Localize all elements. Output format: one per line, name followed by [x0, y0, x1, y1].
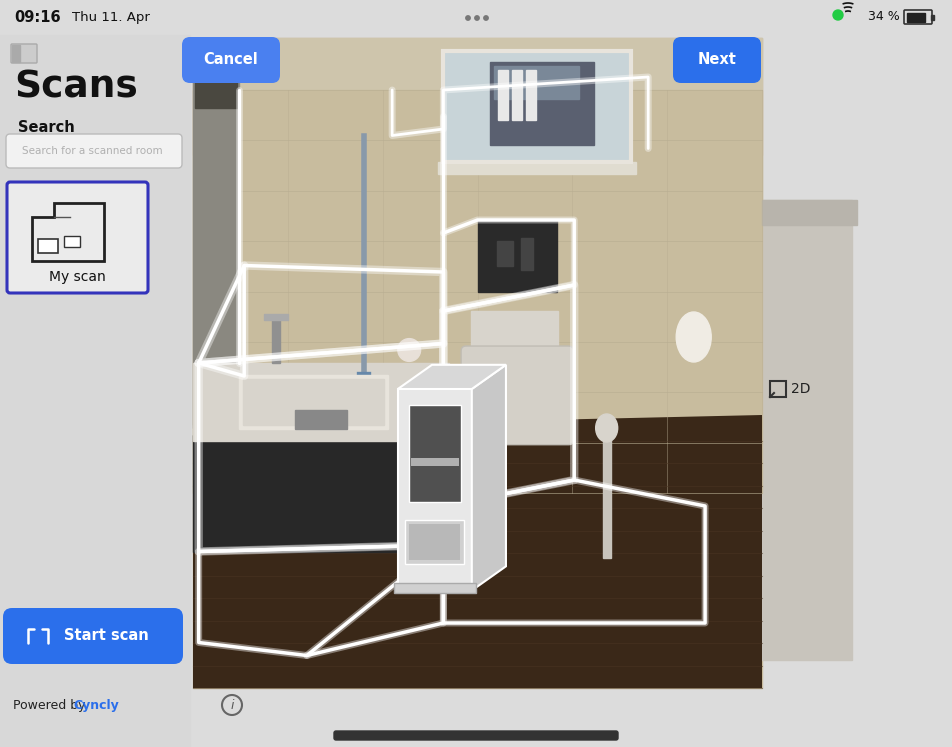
Bar: [12, 45, 20, 62]
Text: Start scan: Start scan: [64, 628, 149, 643]
Bar: [398, 389, 472, 590]
Bar: [512, 70, 523, 120]
Bar: [239, 375, 387, 430]
Text: Cancel: Cancel: [204, 52, 258, 67]
FancyBboxPatch shape: [3, 608, 183, 664]
Bar: [394, 583, 476, 592]
Bar: [490, 62, 594, 145]
Bar: [193, 425, 239, 429]
Bar: [193, 70, 239, 428]
Bar: [906, 13, 924, 22]
Polygon shape: [472, 365, 506, 590]
Text: My scan: My scan: [49, 270, 106, 284]
FancyBboxPatch shape: [7, 182, 148, 293]
Bar: [295, 410, 347, 430]
Bar: [498, 70, 508, 120]
FancyBboxPatch shape: [11, 44, 37, 63]
Circle shape: [398, 338, 421, 362]
Bar: [409, 405, 461, 502]
Bar: [265, 314, 288, 320]
FancyBboxPatch shape: [182, 37, 280, 83]
Bar: [193, 70, 239, 75]
Ellipse shape: [676, 312, 711, 362]
Bar: [193, 363, 449, 441]
Bar: [478, 220, 557, 291]
Text: Scans: Scans: [14, 70, 138, 106]
Text: Cyncly: Cyncly: [73, 698, 119, 711]
Bar: [193, 435, 444, 551]
Bar: [411, 459, 459, 466]
Bar: [406, 520, 465, 564]
Text: 2D: 2D: [791, 382, 810, 396]
Circle shape: [466, 16, 470, 20]
Circle shape: [475, 16, 479, 20]
Text: Search for a scanned room: Search for a scanned room: [22, 146, 163, 156]
Bar: [409, 524, 461, 560]
Bar: [272, 317, 280, 363]
Bar: [522, 238, 533, 270]
Bar: [603, 428, 610, 558]
FancyBboxPatch shape: [461, 346, 573, 444]
Text: i: i: [230, 699, 234, 712]
Bar: [193, 90, 762, 493]
Text: 09:16: 09:16: [14, 10, 61, 25]
Polygon shape: [398, 365, 506, 389]
Bar: [38, 239, 58, 253]
Text: 34 %: 34 %: [868, 10, 900, 23]
Bar: [762, 200, 857, 225]
Bar: [762, 200, 852, 660]
Bar: [444, 51, 631, 161]
Text: Search: Search: [18, 120, 75, 135]
Bar: [195, 72, 236, 108]
Bar: [497, 241, 513, 267]
Bar: [526, 70, 536, 120]
Bar: [438, 161, 636, 173]
Bar: [193, 38, 762, 155]
FancyBboxPatch shape: [673, 37, 761, 83]
Bar: [770, 381, 786, 397]
Ellipse shape: [596, 414, 618, 442]
Bar: [444, 51, 631, 161]
Bar: [0, 35, 190, 747]
Polygon shape: [193, 415, 762, 688]
Bar: [494, 66, 579, 99]
FancyBboxPatch shape: [334, 731, 618, 740]
Circle shape: [833, 10, 843, 20]
Bar: [471, 311, 558, 368]
Bar: [64, 236, 80, 247]
Text: Powered by: Powered by: [13, 698, 89, 711]
Text: Next: Next: [698, 52, 737, 67]
Bar: [931, 14, 934, 19]
Text: Thu 11. Apr: Thu 11. Apr: [72, 10, 149, 23]
Bar: [193, 38, 762, 688]
Circle shape: [484, 16, 488, 20]
FancyBboxPatch shape: [6, 134, 182, 168]
Bar: [243, 379, 384, 425]
